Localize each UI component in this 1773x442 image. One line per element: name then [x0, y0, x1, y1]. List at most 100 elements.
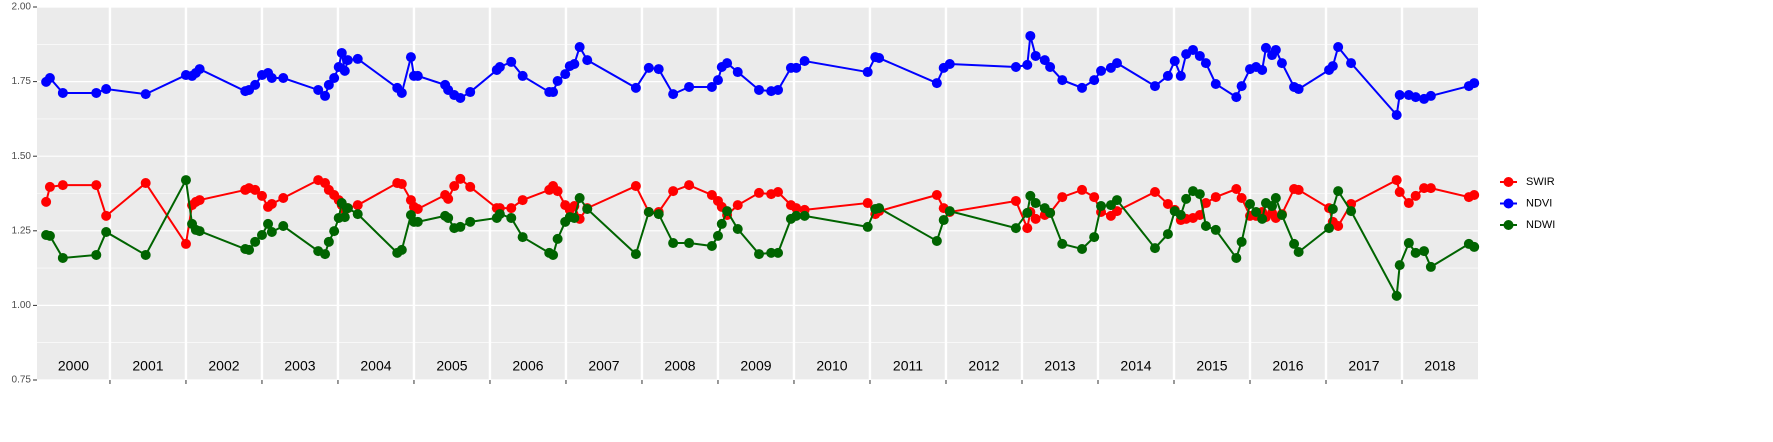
point [465, 87, 476, 98]
point [791, 203, 802, 214]
point [1394, 260, 1405, 271]
point [1236, 236, 1247, 247]
year-label: 2017 [1348, 358, 1379, 374]
point [874, 53, 885, 64]
point [569, 212, 580, 223]
point [706, 81, 717, 92]
point [1077, 184, 1088, 195]
point [465, 216, 476, 227]
point [455, 93, 466, 104]
point [1469, 189, 1480, 200]
year-label: 2011 [893, 358, 923, 374]
y-tick-label: 0.75 [12, 375, 32, 386]
point [1346, 206, 1357, 217]
point [630, 181, 641, 192]
point [1394, 90, 1405, 101]
point [266, 226, 277, 237]
point [1077, 244, 1088, 255]
point [412, 70, 423, 81]
point [506, 212, 517, 223]
point [352, 53, 363, 64]
point [1162, 229, 1173, 240]
point [1236, 81, 1247, 92]
point [41, 196, 52, 207]
point [582, 204, 593, 215]
point [1149, 243, 1160, 254]
y-tick-label: 1.50 [12, 151, 32, 162]
point [773, 84, 784, 95]
point [339, 65, 350, 76]
point [1403, 238, 1414, 249]
point [1276, 58, 1287, 69]
point [1169, 56, 1180, 67]
point [342, 203, 353, 214]
point [517, 195, 528, 206]
point [44, 73, 55, 84]
point [194, 195, 205, 206]
year-label: 2016 [1272, 358, 1303, 374]
point [560, 69, 571, 80]
point [732, 67, 743, 78]
point [799, 210, 810, 221]
point [766, 247, 777, 258]
point [643, 62, 654, 73]
point [1257, 64, 1268, 75]
point [1469, 78, 1480, 89]
point [944, 58, 955, 69]
legend-label: NDVI [1526, 197, 1552, 209]
point [396, 178, 407, 189]
point [1025, 30, 1036, 41]
point [1410, 247, 1421, 258]
point [1175, 70, 1186, 81]
point [1267, 201, 1278, 212]
point [1410, 92, 1421, 103]
point [1022, 207, 1033, 218]
point [517, 232, 528, 243]
point [1162, 70, 1173, 81]
point [1194, 189, 1205, 200]
point [44, 230, 55, 241]
point [1410, 190, 1421, 201]
point [874, 203, 885, 214]
legend-key [1503, 198, 1514, 209]
point [1391, 290, 1402, 301]
point [1022, 59, 1033, 70]
point [1210, 192, 1221, 203]
point [653, 64, 664, 75]
point [101, 84, 112, 95]
point [1210, 78, 1221, 89]
point [630, 82, 641, 93]
point [1469, 241, 1480, 252]
point [412, 204, 423, 215]
point [278, 221, 289, 232]
point [582, 55, 593, 66]
point [1210, 224, 1221, 235]
point [57, 252, 68, 263]
point [1149, 187, 1160, 198]
point [1251, 207, 1262, 218]
point [494, 209, 505, 220]
point [1200, 198, 1211, 209]
point [352, 200, 363, 211]
point [91, 87, 102, 98]
point [1231, 184, 1242, 195]
point [1030, 50, 1041, 61]
point [57, 87, 68, 98]
point [339, 212, 350, 223]
point [684, 180, 695, 191]
point [101, 210, 112, 221]
point [1419, 246, 1430, 257]
point [263, 218, 274, 229]
point [684, 238, 695, 249]
point [140, 249, 151, 260]
point [1057, 75, 1068, 86]
legend-key [1503, 177, 1514, 187]
point [574, 192, 585, 203]
point [1010, 223, 1021, 234]
legend-key [1503, 220, 1514, 230]
point [494, 61, 505, 72]
point [552, 186, 563, 197]
year-label: 2007 [588, 358, 619, 374]
point [1039, 55, 1050, 66]
point [1244, 198, 1255, 209]
